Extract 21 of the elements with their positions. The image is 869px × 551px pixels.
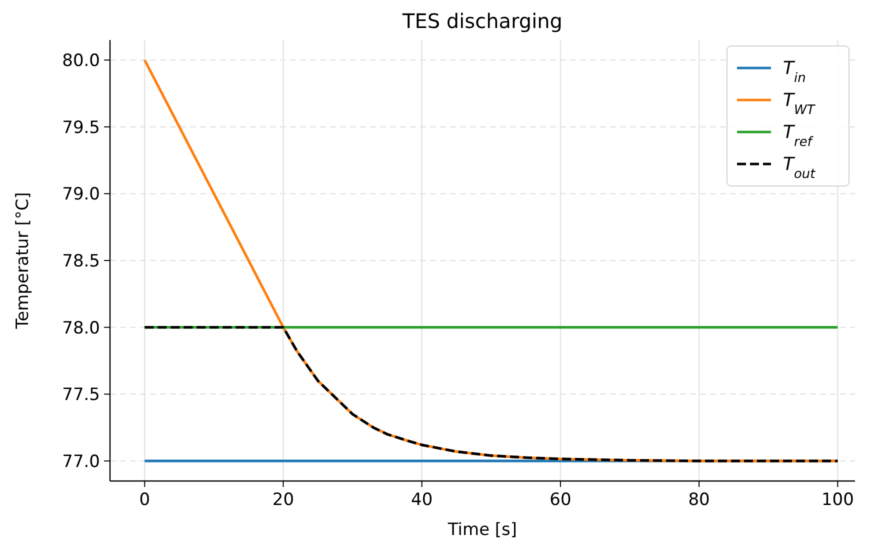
y-tick-label: 78.5 (62, 251, 100, 272)
x-axis-title: Time [s] (446, 520, 518, 540)
x-tick-label: 100 (821, 490, 854, 510)
legend-label: T$_{out}$ (783, 154, 816, 182)
y-tick-label: 79.0 (62, 184, 100, 205)
line-series (143, 326, 839, 462)
y-axis-title: Temperatur [°C] (13, 192, 33, 330)
x-tick-label: 80 (688, 490, 710, 510)
legend-label: T$_{in}$ (783, 58, 806, 86)
x-tick-label: 20 (272, 490, 294, 510)
y-tick-label: 79.5 (62, 118, 100, 138)
chart-title: TES discharging (402, 9, 562, 33)
legend-label: T$_{ref}$ (783, 122, 814, 150)
x-tick-label: 0 (139, 490, 150, 510)
y-tick-label: 77.0 (62, 452, 100, 472)
y-tick-label: 80.0 (62, 50, 100, 71)
y-tick-label: 77.5 (62, 385, 100, 406)
x-tick-label: 60 (550, 490, 572, 510)
legend-label: T$_{WT}$ (783, 90, 816, 118)
x-tick-label: 40 (411, 490, 433, 510)
y-tick-label: 78.0 (62, 318, 100, 338)
